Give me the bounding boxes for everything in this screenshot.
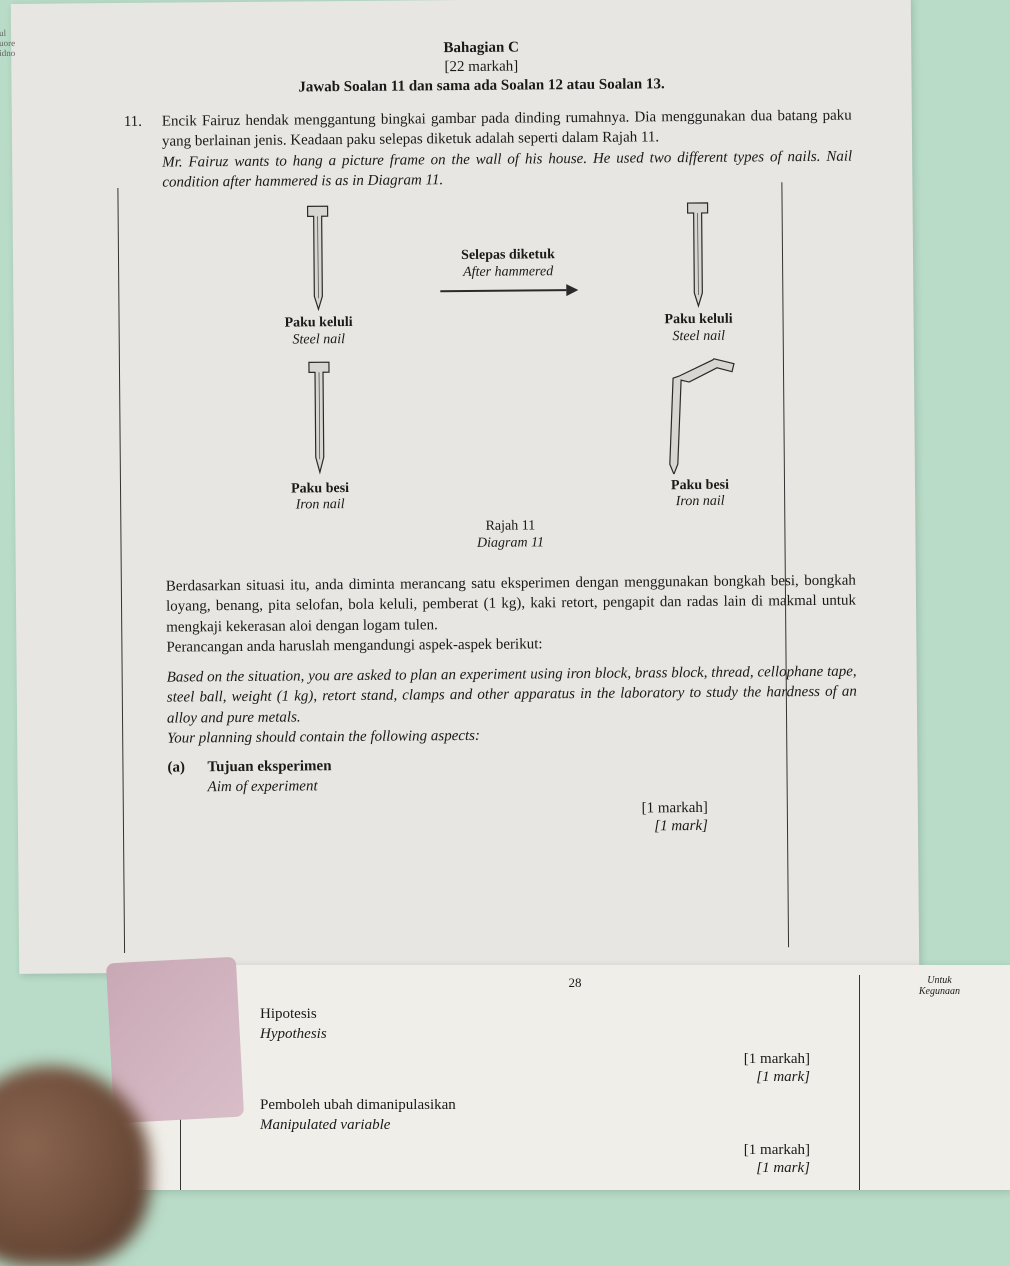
straight-nail-icon — [678, 198, 719, 308]
task-para-my: Berdasarkan situasi itu, anda diminta me… — [116, 571, 857, 658]
exam-page-2: Untuk Kegunaan 28 (b) Hipotesis Hypothes… — [120, 965, 1010, 1190]
marks-c: [1 markah] [1 mark] — [180, 1141, 970, 1177]
page-number: 28 — [180, 975, 970, 991]
straight-nail-icon — [299, 357, 340, 477]
question-11: 11. Encik Fairuz hendak menggantung bing… — [112, 106, 853, 193]
straight-nail-icon — [298, 201, 339, 311]
section-header: Bahagian C [22 markah] Jawab Soalan 11 d… — [111, 37, 851, 98]
marks-b: [1 markah] [1 mark] — [180, 1050, 970, 1086]
exam-page-1: ul uore idno Bahagian C [22 markah] Jawa… — [11, 0, 919, 974]
section-instruction: Jawab Soalan 11 dan sama ada Soalan 12 a… — [111, 75, 851, 98]
diagram-11: Paku keluli Steel nail Selepas diketuk A… — [163, 197, 856, 563]
arrow-after-hammered: Selepas diketuk After hammered — [433, 247, 583, 300]
examiner-use-label: Untuk Kegunaan — [919, 975, 960, 997]
sub-question-a: (a) Tujuan eksperimen Aim of experiment — [117, 753, 857, 798]
sub-question-c: (c) Pemboleh ubah dimanipulasikan Manipu… — [180, 1096, 970, 1135]
diagram-caption: Rajah 11 Diagram 11 — [165, 516, 855, 556]
question-text-en: Mr. Fairuz wants to hang a picture frame… — [162, 148, 852, 190]
question-number: 11. — [124, 112, 142, 132]
bent-nail-icon — [659, 353, 740, 474]
iron-nail-after: Paku besi Iron nail — [634, 353, 765, 512]
steel-nail-after: Paku keluli Steel nail — [633, 197, 764, 346]
sub-question-b: (b) Hipotesis Hypothesis — [180, 1005, 970, 1044]
eraser-corner — [106, 957, 244, 1124]
question-text-my: Encik Fairuz hendak menggantung bingkai … — [162, 108, 852, 150]
arrow-right-icon — [438, 281, 578, 300]
iron-nail-before: Paku besi Iron nail — [254, 356, 385, 515]
binder-label: ul uore idno — [0, 29, 15, 59]
marks-a: [1 markah] [1 mark] — [118, 798, 858, 840]
steel-nail-before: Paku keluli Steel nail — [253, 201, 384, 350]
task-para-en: Based on the situation, you are asked to… — [117, 662, 858, 749]
